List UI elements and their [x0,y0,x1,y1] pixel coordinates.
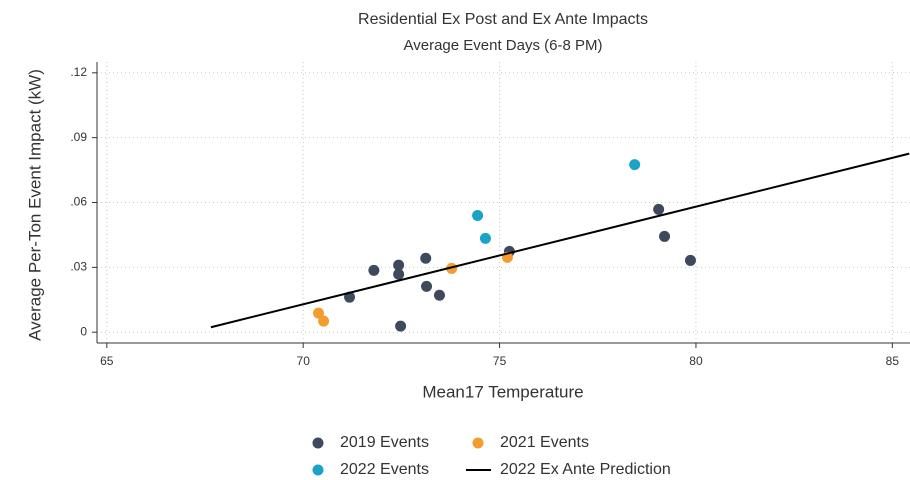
x-tick-label: 65 [100,354,114,368]
y-tick-label: .03 [70,260,87,274]
legend-marker [312,464,324,476]
point [684,254,696,266]
prediction-line [210,152,910,329]
point [479,232,491,244]
point [393,268,405,280]
legend-label: 2022 Events [340,461,429,478]
x-axis-label: Mean17 Temperature [422,382,583,401]
point [420,252,432,264]
legend-label: 2019 Events [340,434,429,451]
point [393,259,405,271]
point [472,209,484,221]
point [629,159,641,171]
point [421,280,433,292]
point [368,264,380,276]
y-tick-label: .09 [70,130,87,144]
y-tick-label: 0 [80,324,87,338]
legend-label: 2021 Events [500,434,589,451]
point [395,320,407,332]
point [433,289,445,301]
y-tick-label: .06 [70,195,87,209]
x-tick-label: 80 [689,354,703,368]
y-tick-label: .12 [70,65,87,79]
chart-title: Residential Ex Post and Ex Ante Impacts [358,11,648,28]
y-axis-label: Average Per-Ton Event Impact (kW) [25,69,44,341]
x-tick-label: 85 [886,354,900,368]
legend-marker [312,437,324,449]
legend-marker [472,437,484,449]
x-tick-label: 70 [297,354,311,368]
point [318,315,330,327]
chart-subtitle: Average Event Days (6-8 PM) [404,37,603,54]
x-tick-label: 75 [493,354,507,368]
point [659,230,671,242]
legend-label: 2022 Ex Ante Prediction [500,461,671,478]
point [313,307,325,319]
point [653,203,665,215]
